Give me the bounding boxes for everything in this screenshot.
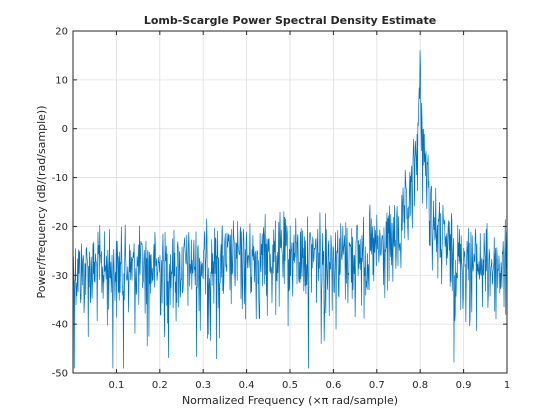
y-tick-label: -40 [52,320,68,331]
x-tick-label: 0.8 [412,380,428,391]
chart-title: Lomb-Scargle Power Spectral Density Esti… [144,14,436,27]
y-tick-label: -50 [52,369,68,380]
y-tick-label: 0 [62,124,68,135]
x-tick-label: 0.9 [456,380,472,391]
x-tick-label: 1 [504,380,510,391]
x-tick-label: 0.6 [325,380,341,391]
x-axis-title: Normalized Frequency (×π rad/sample) [182,394,398,407]
psd-series-line [72,50,508,369]
grid-lines [73,30,508,374]
plot-area [72,50,508,369]
x-tick-label: 0.7 [369,380,385,391]
x-tick-label: 0.5 [282,380,298,391]
x-tick-label: 0.4 [239,380,255,391]
y-axis-title: Power/frequency (dB/(rad/sample)) [35,106,48,299]
x-tick-label: 0.1 [108,380,124,391]
y-tick-label: -20 [52,222,68,233]
x-tick-label: 0.3 [195,380,211,391]
y-tick-label: -10 [52,173,68,184]
y-tick-label: 20 [55,27,68,38]
y-tick-label: -30 [52,271,68,282]
y-tick-label: 10 [55,75,68,86]
x-tick-label: 0.2 [152,380,168,391]
y-axis-ticks: -50 -40 -30 -20 -10 0 10 20 [52,27,507,380]
x-axis-ticks: 0.1 0.2 0.3 0.4 0.5 0.6 0.7 0.8 0.9 1 [108,31,510,391]
